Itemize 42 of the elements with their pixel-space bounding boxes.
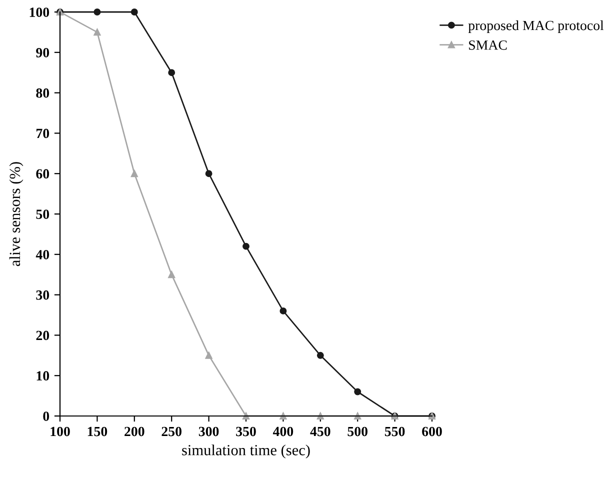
point (205, 352, 212, 359)
y-tick-label: 80 (36, 88, 50, 98)
point (242, 242, 250, 250)
y-tick-label: 30 (36, 290, 50, 300)
x-axis-title: simulation time (sec) (182, 444, 310, 458)
point (354, 412, 362, 420)
x-tick-label: 300 (198, 426, 219, 436)
x-tick-label: 550 (384, 426, 405, 436)
y-tick-label: 70 (36, 128, 50, 138)
y-axis-title: alive sensors (%) (9, 162, 24, 266)
point (130, 170, 138, 178)
point (354, 388, 362, 396)
y-tick-label: 10 (36, 371, 50, 381)
point (316, 412, 324, 420)
point (130, 8, 138, 16)
point (168, 69, 176, 76)
x-tick-label: 100 (50, 426, 70, 436)
y-tick-label: 90 (36, 48, 50, 58)
x-tick-label: 500 (348, 426, 368, 436)
point (205, 170, 212, 178)
point (94, 8, 101, 16)
y-tick-label: 0 (43, 412, 50, 421)
x-tick-label: 250 (162, 426, 182, 436)
point (94, 28, 101, 36)
legend-label: SMAC (469, 40, 507, 50)
y-tick-label: 20 (36, 330, 50, 340)
y-tick-label: 40 (36, 250, 50, 260)
point (280, 412, 287, 420)
y-tick-label: 100 (30, 8, 50, 17)
x-tick-label: 200 (124, 426, 144, 436)
x-tick-label: 400 (272, 426, 294, 436)
point (316, 352, 324, 359)
x-tick-label: 150 (88, 426, 108, 436)
point (168, 271, 176, 278)
x-tick-label: 350 (236, 426, 256, 436)
y-tick-label: 50 (36, 210, 50, 219)
x-tick-label: 600 (422, 426, 442, 436)
y-tick-label: 60 (36, 169, 50, 179)
point (280, 307, 287, 314)
point (242, 412, 250, 420)
legend-label: proposed MAC protocol (468, 20, 604, 34)
x-tick-label: 450 (310, 426, 330, 436)
